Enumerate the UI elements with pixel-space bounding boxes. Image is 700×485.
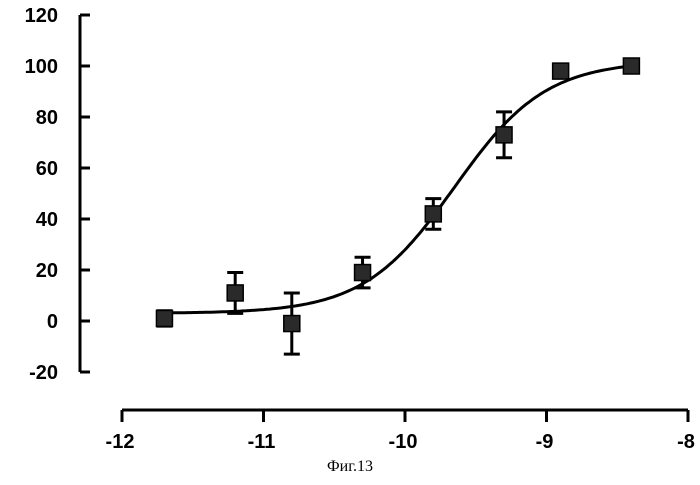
x-tick-label: -11 xyxy=(248,431,276,453)
y-tick-label: -20 xyxy=(29,362,58,384)
y-tick-label: 40 xyxy=(36,209,58,231)
data-point xyxy=(623,58,639,74)
y-tick-label: 100 xyxy=(25,56,58,78)
data-point xyxy=(425,206,441,222)
y-tick-label: 80 xyxy=(36,107,58,129)
y-tick-label: 120 xyxy=(25,5,58,27)
x-axis: -12 -11 -10 -9 -8 xyxy=(106,410,695,453)
data-markers xyxy=(156,58,639,332)
data-point xyxy=(156,310,172,326)
data-point xyxy=(496,127,512,143)
x-tick-label: -12 xyxy=(106,431,135,453)
y-tick-label: 60 xyxy=(36,158,58,180)
x-tick-label: -10 xyxy=(389,431,418,453)
x-tick-label: -8 xyxy=(677,431,695,453)
x-tick-label: -9 xyxy=(536,431,554,453)
y-tick-label: 20 xyxy=(36,260,58,282)
data-point xyxy=(355,265,371,281)
y-axis: 120 100 80 60 40 20 0 -20 xyxy=(25,5,90,384)
data-point xyxy=(553,63,569,79)
data-point xyxy=(284,316,300,332)
data-point xyxy=(227,285,243,301)
y-tick-label: 0 xyxy=(47,311,58,333)
dose-response-chart: 120 100 80 60 40 20 0 -20 -12 -11 -10 -9 -8 xyxy=(0,0,700,458)
figure-caption: Фиг.13 xyxy=(0,458,700,476)
